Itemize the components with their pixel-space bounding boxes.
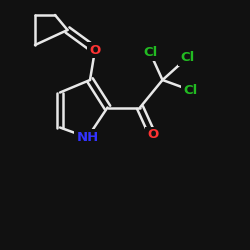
Text: O: O [90, 44, 101, 57]
Text: O: O [147, 128, 158, 141]
Text: Cl: Cl [180, 51, 194, 64]
Text: Cl: Cl [143, 46, 157, 59]
Text: NH: NH [76, 131, 98, 144]
Text: Cl: Cl [183, 84, 197, 96]
